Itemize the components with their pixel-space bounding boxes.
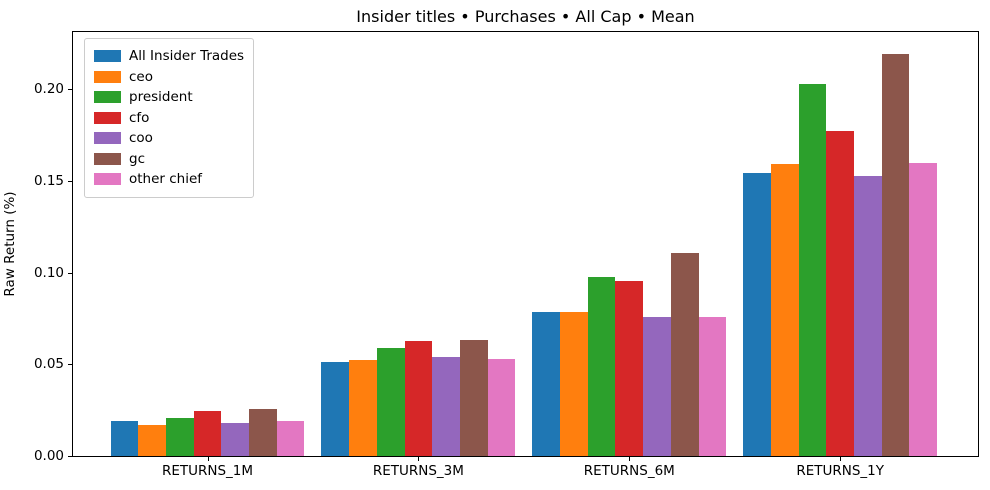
y-tick-label: 0.05	[33, 356, 64, 373]
legend: All Insider Trades ceo president cfo coo gc ot…	[84, 38, 255, 198]
bar-cfo-returns_3m	[404, 340, 433, 457]
legend-label: cfo	[129, 109, 150, 126]
bar-president-returns_3m	[376, 348, 405, 457]
legend-label: ceo	[129, 68, 153, 85]
x-tick-label-returns_6m: RETURNS_6M	[583, 463, 675, 479]
x-tick-mark	[418, 457, 420, 461]
bar-all-insider-trades-returns_1y	[743, 172, 771, 457]
x-tick-mark	[629, 457, 631, 461]
bar-president-returns_1m	[165, 418, 194, 457]
legend-entry-gc: gc	[94, 149, 244, 170]
y-tick-label: 0.15	[33, 172, 64, 189]
x-tick-label-returns_3m: RETURNS_3M	[372, 463, 464, 479]
bar-cfo-returns_1y	[826, 131, 855, 457]
legend-swatch-icon	[94, 132, 121, 145]
bar-other-chief-returns_6m	[698, 316, 727, 457]
y-tick-mark	[68, 272, 72, 274]
bar-other-chief-returns_3m	[487, 358, 516, 457]
legend-swatch-icon	[94, 70, 121, 83]
x-tick-label-returns_1m: RETURNS_1M	[161, 463, 254, 479]
y-tick-mark	[68, 89, 72, 91]
chart-title: Insider titles • Purchases • All Cap • M…	[356, 7, 695, 26]
bar-gc-returns_6m	[670, 253, 699, 457]
bar-all-insider-trades-returns_3m	[321, 361, 350, 457]
bar-ceo-returns_3m	[349, 359, 377, 457]
bar-all-insider-trades-returns_1m	[110, 420, 139, 457]
y-tick-label: 0.20	[33, 81, 64, 98]
bar-other-chief-returns_1m	[276, 420, 305, 457]
bar-gc-returns_3m	[459, 340, 488, 457]
bar-coo-returns_6m	[643, 316, 671, 457]
legend-entry-other-chief: other chief	[94, 169, 244, 190]
bar-cfo-returns_6m	[615, 280, 644, 457]
legend-entry-coo: coo	[94, 128, 244, 149]
bar-gc-returns_1m	[249, 408, 277, 457]
legend-label: other chief	[129, 171, 203, 188]
bar-coo-returns_1m	[221, 422, 250, 457]
x-tick-mark	[840, 457, 842, 461]
legend-entry-president: president	[94, 87, 244, 108]
bar-ceo-returns_1y	[770, 163, 799, 457]
legend-entry-ceo: ceo	[94, 67, 244, 88]
y-tick-mark	[68, 364, 72, 366]
legend-label: gc	[129, 150, 145, 167]
legend-label: coo	[129, 130, 153, 147]
bar-president-returns_6m	[587, 276, 616, 457]
bar-coo-returns_1y	[854, 175, 882, 457]
x-tick-mark	[207, 457, 209, 461]
x-tick-label-returns_1y: RETURNS_1Y	[796, 463, 885, 479]
legend-swatch-icon	[94, 111, 121, 124]
legend-swatch-icon	[94, 152, 121, 165]
bar-cfo-returns_1m	[193, 410, 222, 457]
legend-entry-cfo: cfo	[94, 108, 244, 129]
y-tick-label: 0.00	[33, 448, 64, 464]
bar-coo-returns_3m	[432, 356, 460, 457]
bar-other-chief-returns_1y	[909, 162, 938, 457]
legend-label: All Insider Trades	[129, 48, 245, 65]
legend-entry-all-insider-trades: All Insider Trades	[94, 46, 244, 67]
y-tick-mark	[68, 180, 72, 182]
legend-swatch-icon	[94, 173, 121, 186]
legend-swatch-icon	[94, 50, 121, 63]
bar-series-container	[72, 31, 979, 457]
bar-all-insider-trades-returns_6m	[532, 311, 561, 457]
bar-gc-returns_1y	[881, 54, 910, 457]
bar-ceo-returns_6m	[560, 311, 588, 457]
legend-swatch-icon	[94, 91, 121, 104]
y-tick-mark	[68, 456, 72, 457]
bar-president-returns_1y	[798, 83, 827, 457]
bar-ceo-returns_1m	[138, 425, 166, 457]
legend-label: president	[129, 89, 193, 106]
y-axis-label: Raw Return (%)	[2, 191, 18, 297]
y-tick-label: 0.10	[33, 264, 64, 281]
